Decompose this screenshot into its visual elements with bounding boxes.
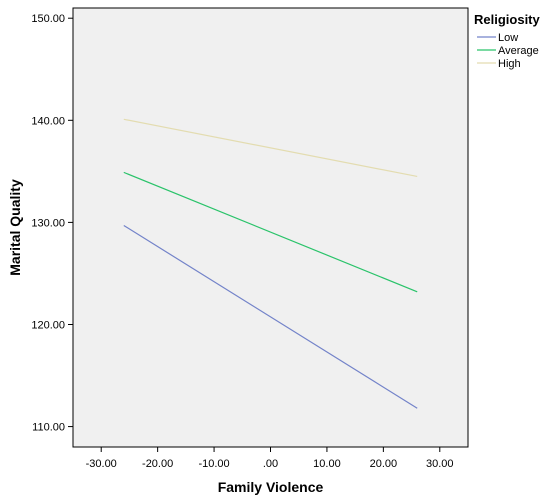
x-tick-label: -20.00 (142, 458, 173, 470)
series-line-average (123, 171, 418, 293)
series-line-low (123, 224, 418, 409)
legend-item-label: High (498, 58, 521, 70)
y-tick-label: 110.00 (32, 422, 65, 434)
y-tick-label: 140.00 (31, 115, 65, 127)
x-axis: -30.00 -20.00 -10.00 .00 10.00 20.00 30.00 (86, 447, 454, 470)
y-tick-label: 150.00 (31, 13, 65, 25)
x-tick-label: .00 (263, 458, 278, 470)
legend-item-label: Average (498, 45, 539, 57)
x-tick-label: 10.00 (313, 458, 341, 470)
series-line-high (123, 118, 418, 178)
x-tick-label: 30.00 (426, 458, 454, 470)
x-tick-label: -10.00 (198, 458, 229, 470)
y-tick-label: 120.00 (31, 319, 65, 331)
y-axis-title: Marital Quality (7, 179, 23, 276)
y-axis: 110.00 120.00 130.00 140.00 150.00 (31, 13, 73, 434)
x-tick-label: -30.00 (86, 458, 117, 470)
legend-item-label: Low (498, 32, 518, 44)
y-tick-label: 130.00 (31, 217, 65, 229)
legend-title: Religiosity (474, 12, 541, 27)
series-lines (123, 118, 418, 409)
plot-area (72, 7, 469, 448)
x-axis-title: Family Violence (218, 479, 324, 495)
x-tick-label: 20.00 (370, 458, 398, 470)
